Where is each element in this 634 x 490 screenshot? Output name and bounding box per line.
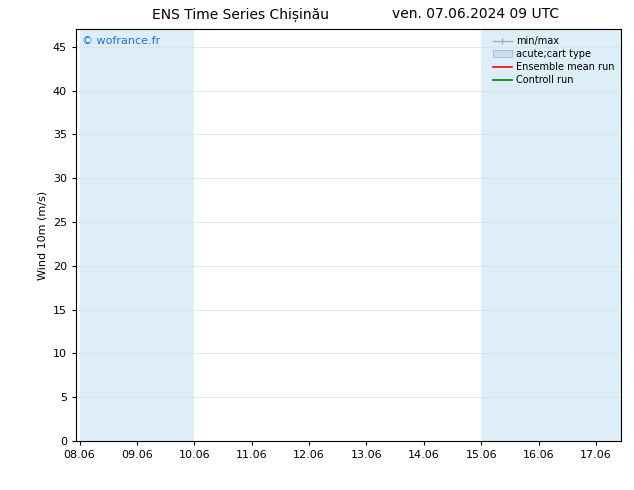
Text: ENS Time Series Chișinău: ENS Time Series Chișinău [152, 7, 330, 22]
Bar [596, 29, 621, 441]
Legend: min/max, acute;cart type, Ensemble mean run, Controll run: min/max, acute;cart type, Ensemble mean … [491, 34, 616, 87]
Bar [481, 29, 539, 441]
Text: © wofrance.fr: © wofrance.fr [82, 36, 160, 46]
Text: ven. 07.06.2024 09 UTC: ven. 07.06.2024 09 UTC [392, 7, 559, 22]
Bar [539, 29, 596, 441]
Bar [79, 29, 194, 441]
Y-axis label: Wind 10m (m/s): Wind 10m (m/s) [37, 191, 48, 280]
